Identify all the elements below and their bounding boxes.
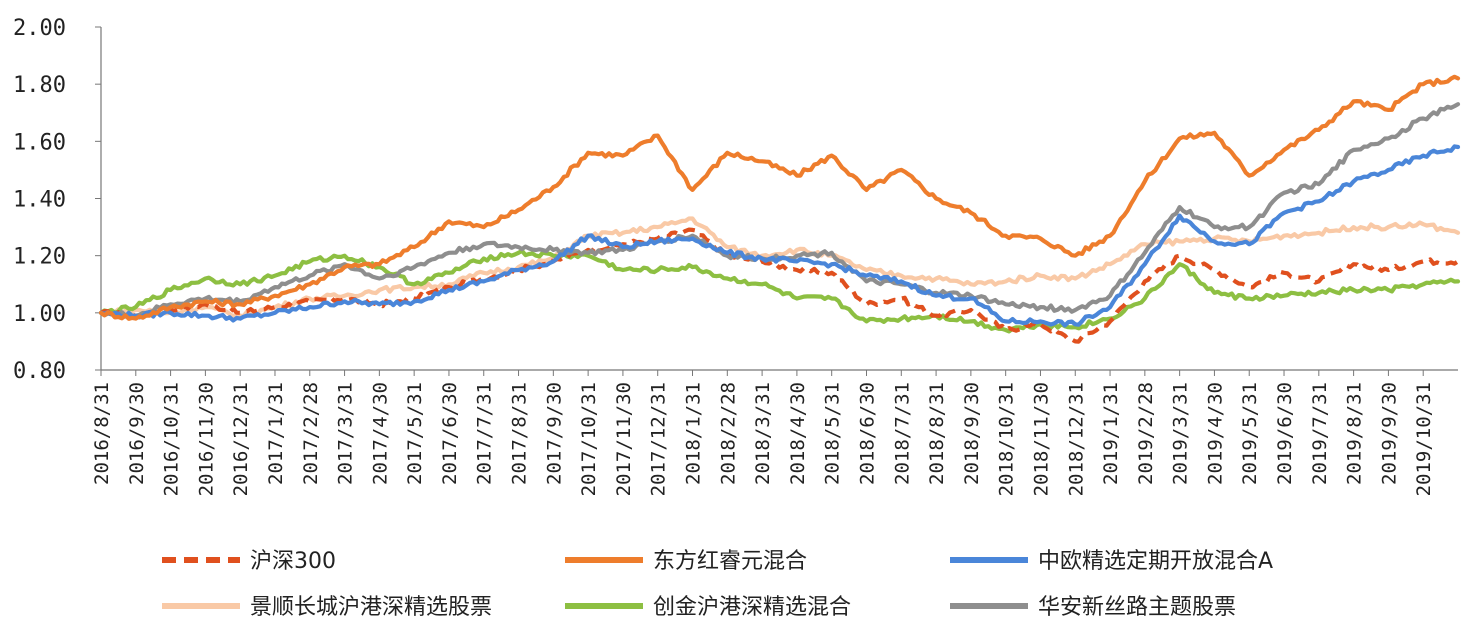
x-tick-label: 2019/9/30 <box>1378 382 1400 485</box>
x-tick-label: 2018/8/31 <box>926 382 948 485</box>
x-tick-label: 2017/9/30 <box>543 382 565 485</box>
x-tick-label: 2017/3/31 <box>335 382 357 485</box>
y-tick-label: 1.80 <box>13 73 66 98</box>
x-tick-label: 2016/10/31 <box>161 382 183 496</box>
x-tick-label: 2018/3/31 <box>752 382 774 485</box>
x-tick-label: 2018/12/31 <box>1065 382 1087 496</box>
x-tick-label: 2016/9/30 <box>126 382 148 485</box>
legend-label: 创金沪港深精选混合 <box>653 595 851 620</box>
legend-label: 东方红睿元混合 <box>653 549 807 574</box>
x-tick-label: 2017/8/31 <box>509 382 531 485</box>
x-tick-label: 2016/11/30 <box>195 382 217 496</box>
chart-axes <box>100 27 1458 371</box>
x-tick-label: 2019/10/31 <box>1413 382 1435 496</box>
x-tick-label: 2018/6/30 <box>856 382 878 485</box>
y-tick-label: 1.40 <box>13 188 66 213</box>
x-tick-label: 2019/4/30 <box>1204 382 1226 485</box>
series-line <box>98 74 1461 321</box>
x-tick-label: 2018/9/30 <box>961 382 983 485</box>
x-tick-label: 2017/1/31 <box>265 382 287 485</box>
x-tick-label: 2018/1/31 <box>683 382 705 485</box>
x-tick-label: 2017/4/30 <box>369 382 391 485</box>
series-line <box>100 227 1460 344</box>
x-tick-label: 2017/6/30 <box>439 382 461 485</box>
x-tick-label: 2018/11/30 <box>1030 382 1052 496</box>
x-tick-label: 2018/5/31 <box>822 382 844 485</box>
x-tick-label: 2017/10/31 <box>578 382 600 496</box>
x-tick-label: 2019/1/31 <box>1100 382 1122 485</box>
y-tick-label: 2.00 <box>13 16 66 41</box>
legend-label: 中欧精选定期开放混合A <box>1038 549 1273 574</box>
x-tick-label: 2018/7/31 <box>891 382 913 485</box>
x-tick-label: 2017/11/30 <box>613 382 635 496</box>
y-tick-label: 1.00 <box>13 302 66 327</box>
x-tick-label: 2016/12/31 <box>230 382 252 496</box>
x-tick-label: 2019/8/31 <box>1344 382 1366 485</box>
x-tick-label: 2017/2/28 <box>300 382 322 485</box>
y-tick-label: 1.20 <box>13 245 66 270</box>
x-tick-label: 2019/3/31 <box>1170 382 1192 485</box>
x-tick-label: 2016/8/31 <box>91 382 113 485</box>
x-tick-label: 2019/5/31 <box>1239 382 1261 485</box>
x-tick-label: 2018/10/31 <box>996 382 1018 496</box>
x-tick-label: 2019/7/31 <box>1309 382 1331 485</box>
series-line <box>98 144 1461 328</box>
x-tick-label: 2019/2/28 <box>1135 382 1157 485</box>
series-line <box>98 248 1461 334</box>
x-tick-label: 2019/6/30 <box>1274 382 1296 485</box>
x-axis-ticks: 2016/8/31 2016/9/30 2016/10/31 2016/11/30 20… <box>91 370 1435 496</box>
chart-legend: 沪深300 东方红睿元混合 中欧精选定期开放混合A 景顺长城沪港深精选股票 创金沪港深精… <box>162 549 1273 620</box>
x-tick-label: 2017/12/31 <box>648 382 670 496</box>
x-tick-label: 2017/5/31 <box>404 382 426 485</box>
x-tick-label: 2018/2/28 <box>717 382 739 485</box>
series-line <box>98 216 1461 319</box>
legend-label: 景顺长城沪港深精选股票 <box>250 595 492 620</box>
legend-label: 华安新丝路主题股票 <box>1038 595 1236 620</box>
y-axis-ticks: 0.80 1.00 1.20 1.40 1.60 1.80 2.00 <box>13 16 101 384</box>
legend-label: 沪深300 <box>250 549 336 574</box>
x-tick-label: 2017/7/31 <box>474 382 496 485</box>
x-tick-label: 2018/4/30 <box>787 382 809 485</box>
y-tick-label: 1.60 <box>13 130 66 155</box>
series-lines <box>98 74 1461 344</box>
y-tick-label: 0.80 <box>13 359 66 384</box>
